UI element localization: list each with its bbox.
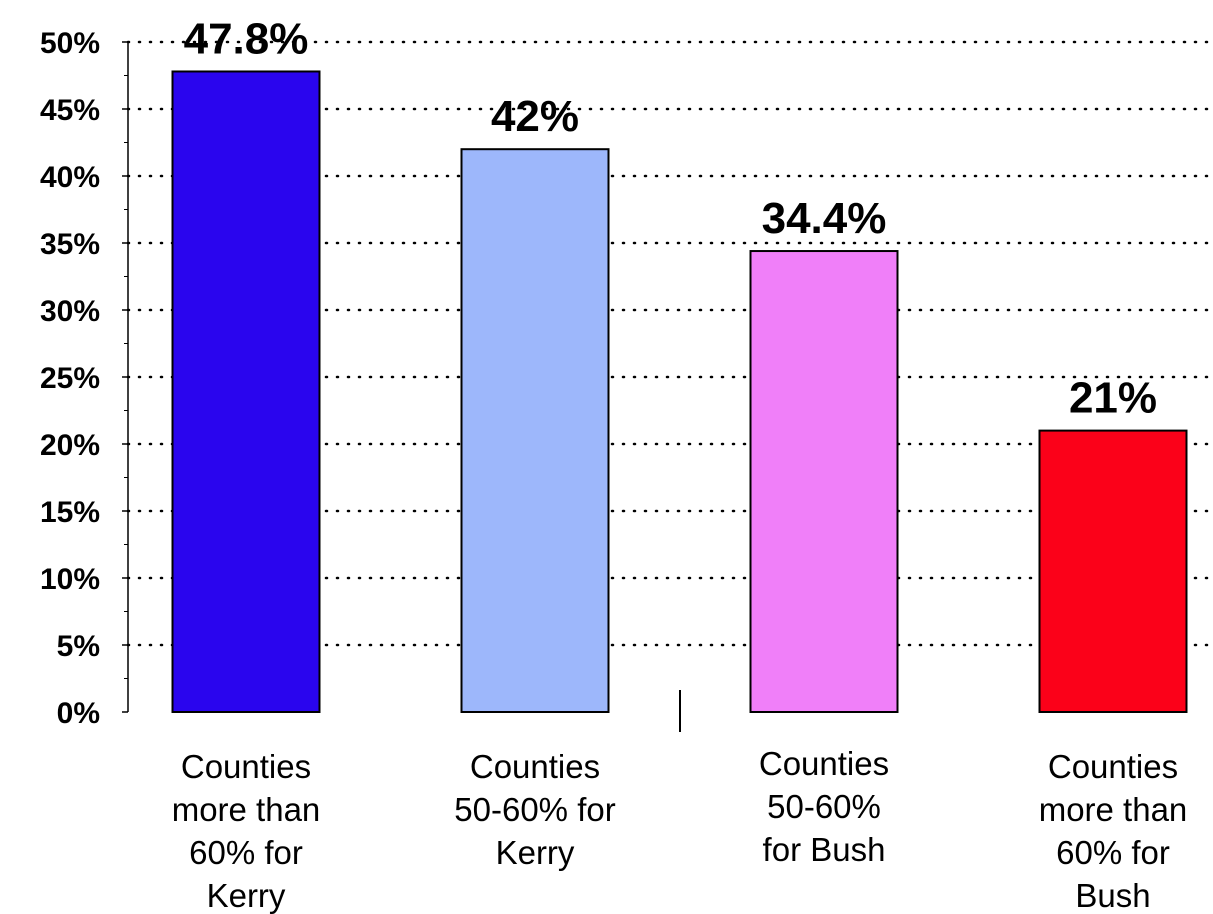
y-tick-label: 45%: [40, 94, 100, 127]
value-label: 42%: [491, 92, 579, 141]
y-tick-labels: 0% 5% 10% 15% 20% 25% 30% 35% 40% 45% 50%: [40, 27, 100, 730]
category-label: Counties 50-60% for Bush: [759, 745, 889, 868]
category-label-line: Counties: [1048, 748, 1178, 785]
category-label-line: 60% for: [189, 834, 303, 871]
y-tick-label: 25%: [40, 362, 100, 395]
category-label-line: Bush: [1075, 877, 1150, 914]
category-label-line: Counties: [470, 748, 600, 785]
y-tick-label: 20%: [40, 429, 100, 462]
y-tick-label: 40%: [40, 161, 100, 194]
category-label-line: more than: [172, 791, 321, 828]
category-label: Counties more than 60% for Bush: [1039, 748, 1188, 914]
category-label-line: for Bush: [763, 831, 886, 868]
value-label: 47.8%: [184, 14, 309, 63]
category-label-line: 50-60%: [767, 788, 881, 825]
bars: [171, 70, 1188, 714]
axes: [122, 41, 681, 732]
category-label-line: Counties: [181, 748, 311, 785]
bar: [460, 148, 610, 713]
y-tick-label: 15%: [40, 496, 100, 529]
category-label: Counties 50-60% for Kerry: [454, 748, 615, 871]
y-tick-label: 0%: [57, 697, 100, 730]
category-label-line: more than: [1039, 791, 1188, 828]
gridlines: [126, 40, 1212, 647]
bar: [171, 70, 321, 714]
value-labels: 47.8% 42% 34.4% 21%: [184, 14, 1157, 422]
y-tick-label: 50%: [40, 27, 100, 60]
category-label-line: Kerry: [207, 877, 286, 914]
category-labels: Counties more than 60% for Kerry Counties 50-…: [172, 745, 1188, 914]
y-tick-label: 5%: [57, 630, 100, 663]
value-label: 34.4%: [762, 194, 887, 243]
category-label-line: Counties: [759, 745, 889, 782]
y-tick-label: 10%: [40, 563, 100, 596]
y-tick-label: 35%: [40, 228, 100, 261]
category-label: Counties more than 60% for Kerry: [172, 748, 321, 914]
bar: [1038, 429, 1188, 713]
category-label-line: Kerry: [496, 834, 575, 871]
bar: [749, 250, 899, 713]
category-label-line: 60% for: [1056, 834, 1170, 871]
category-label-line: 50-60% for: [454, 791, 615, 828]
y-tick-label: 30%: [40, 295, 100, 328]
value-label: 21%: [1069, 374, 1157, 423]
